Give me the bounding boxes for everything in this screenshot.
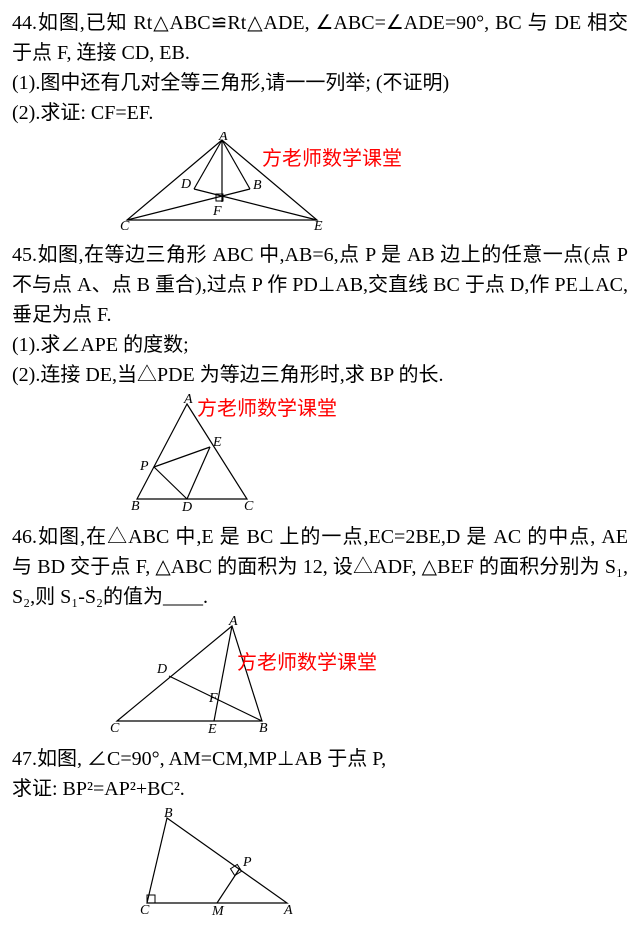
label-E: E — [313, 219, 323, 232]
figure-47-wrap: B C M A P — [12, 808, 628, 918]
problem-body: 如图, ∠C=90°, AM=CM,MP⊥AB 于点 P, — [37, 748, 386, 770]
figure-47: B C M A P — [132, 808, 302, 918]
figure-44-wrap: A D B F C E 方老师数学课堂 — [12, 132, 628, 232]
label-B: B — [259, 721, 268, 736]
watermark: 方老师数学课堂 — [197, 394, 337, 424]
label-C: C — [244, 499, 254, 514]
label-B: B — [131, 499, 140, 514]
label-A: A — [228, 616, 238, 629]
label-F: F — [212, 204, 222, 219]
problem-44-q2: (2).求证: CF=EF. — [12, 98, 628, 128]
watermark: 方老师数学课堂 — [262, 144, 402, 174]
problem-44-q1: (1).图中还有几对全等三角形,请一一列举; (不证明) — [12, 68, 628, 98]
label-E: E — [207, 722, 217, 736]
figure-45-wrap: A B C P E D 方老师数学课堂 — [12, 394, 628, 514]
figure-46-wrap: A B C D E F 方老师数学课堂 — [12, 616, 628, 736]
label-P: P — [139, 459, 149, 474]
problem-47: 47.如图, ∠C=90°, AM=CM,MP⊥AB 于点 P, 求证: BP²… — [12, 744, 628, 918]
label-M: M — [211, 904, 225, 918]
label-D: D — [156, 662, 167, 677]
label-P: P — [242, 855, 252, 870]
problem-number: 46. — [12, 526, 37, 548]
problem-46: 46.如图,在△ABC 中,E 是 BC 上的一点,EC=2BE,D 是 AC … — [12, 522, 628, 736]
label-C: C — [110, 721, 120, 736]
label-A: A — [218, 132, 228, 144]
label-B: B — [253, 178, 262, 193]
problem-45-text: 45.如图,在等边三角形 ABC 中,AB=6,点 P 是 AB 边上的任意一点… — [12, 240, 628, 330]
problem-45-q2: (2).连接 DE,当△PDE 为等边三角形时,求 BP 的长. — [12, 360, 628, 390]
problem-body: 如图,已知 Rt△ABC≌Rt△ADE, ∠ABC=∠ADE=90°, BC 与… — [12, 12, 628, 64]
problem-47-text: 47.如图, ∠C=90°, AM=CM,MP⊥AB 于点 P, — [12, 744, 628, 774]
label-E: E — [212, 435, 222, 450]
problem-47-q1: 求证: BP²=AP²+BC². — [12, 774, 628, 804]
label-B: B — [164, 808, 173, 821]
problem-45: 45.如图,在等边三角形 ABC 中,AB=6,点 P 是 AB 边上的任意一点… — [12, 240, 628, 514]
problem-number: 47. — [12, 748, 37, 770]
label-C: C — [140, 903, 150, 918]
label-D: D — [180, 177, 191, 192]
label-A: A — [283, 903, 293, 918]
problem-number: 45. — [12, 244, 37, 266]
problem-body: 如图,在△ABC 中,E 是 BC 上的一点,EC=2BE,D 是 AC 的中点… — [12, 526, 628, 608]
label-C: C — [120, 219, 130, 232]
problem-44-text: 44.如图,已知 Rt△ABC≌Rt△ADE, ∠ABC=∠ADE=90°, B… — [12, 8, 628, 68]
label-A: A — [183, 394, 193, 407]
label-F: F — [208, 691, 218, 706]
problem-body: 如图,在等边三角形 ABC 中,AB=6,点 P 是 AB 边上的任意一点(点 … — [12, 244, 628, 326]
problem-45-q1: (1).求∠APE 的度数; — [12, 330, 628, 360]
watermark: 方老师数学课堂 — [237, 648, 377, 678]
problem-44: 44.如图,已知 Rt△ABC≌Rt△ADE, ∠ABC=∠ADE=90°, B… — [12, 8, 628, 232]
label-D: D — [181, 500, 192, 514]
problem-number: 44. — [12, 12, 37, 34]
problem-46-text: 46.如图,在△ABC 中,E 是 BC 上的一点,EC=2BE,D 是 AC … — [12, 522, 628, 612]
